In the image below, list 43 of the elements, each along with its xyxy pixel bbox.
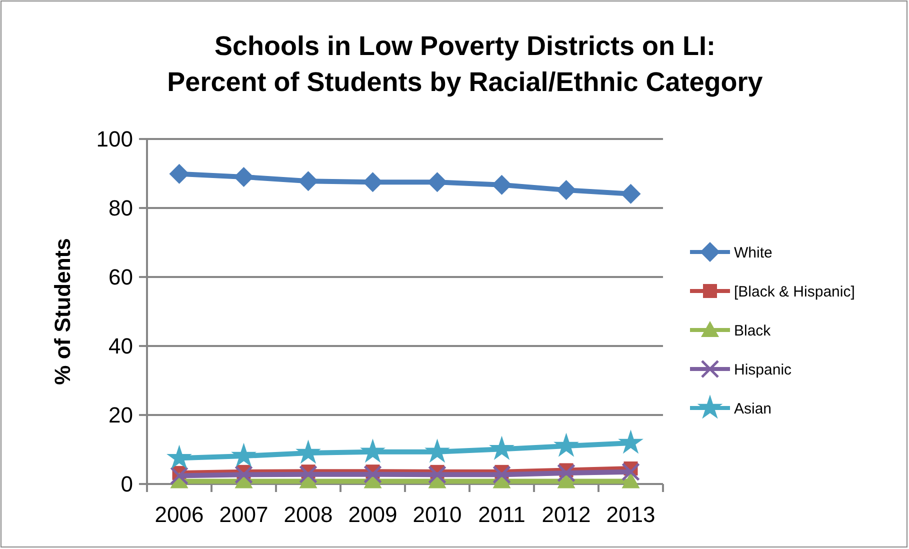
point bbox=[428, 465, 446, 484]
x-tick-label: 2011 bbox=[478, 502, 526, 527]
legend-label: [Black & Hispanic] bbox=[734, 283, 855, 300]
point bbox=[166, 444, 192, 469]
y-axis-title: % of Students bbox=[50, 238, 75, 385]
point bbox=[231, 442, 256, 467]
x-tick-label: 2010 bbox=[412, 502, 462, 527]
point bbox=[554, 432, 579, 457]
point bbox=[622, 462, 640, 482]
point bbox=[622, 472, 640, 488]
point bbox=[169, 164, 190, 184]
x-tick-label: 2006 bbox=[154, 502, 204, 527]
y-tick-label: 60 bbox=[108, 264, 133, 290]
point bbox=[557, 464, 576, 482]
point bbox=[234, 166, 254, 187]
point bbox=[360, 438, 386, 463]
legend-label: Hispanic bbox=[734, 361, 792, 378]
point bbox=[364, 465, 382, 484]
y-tick-label: 20 bbox=[108, 402, 133, 428]
legend-label: White bbox=[734, 244, 772, 262]
point bbox=[492, 174, 512, 195]
point bbox=[489, 436, 514, 460]
point bbox=[299, 465, 318, 484]
point bbox=[556, 180, 576, 200]
legend-label: Black bbox=[734, 322, 772, 340]
y-tick-label: 0 bbox=[120, 472, 133, 497]
point bbox=[620, 184, 641, 204]
chart-title: Schools in Low Poverty Districts on LI: Percent of Students by Racial/Ethnic Category bbox=[167, 31, 763, 97]
x-tick-label: 2008 bbox=[284, 502, 333, 527]
point bbox=[170, 466, 188, 485]
x-tick-label: 2009 bbox=[348, 502, 398, 527]
y-tick-label: 40 bbox=[108, 334, 133, 359]
point bbox=[234, 465, 253, 484]
point bbox=[618, 430, 644, 454]
y-tick-label: 80 bbox=[108, 196, 133, 221]
legend-label: Asian bbox=[734, 400, 772, 418]
x-tick-label: 2007 bbox=[219, 502, 268, 527]
x-tick-label: 2013 bbox=[606, 502, 656, 527]
point bbox=[492, 465, 511, 484]
y-tick-label: 100 bbox=[96, 126, 133, 152]
point bbox=[296, 440, 321, 464]
x-tick-label: 2012 bbox=[542, 502, 591, 527]
point bbox=[424, 438, 450, 463]
